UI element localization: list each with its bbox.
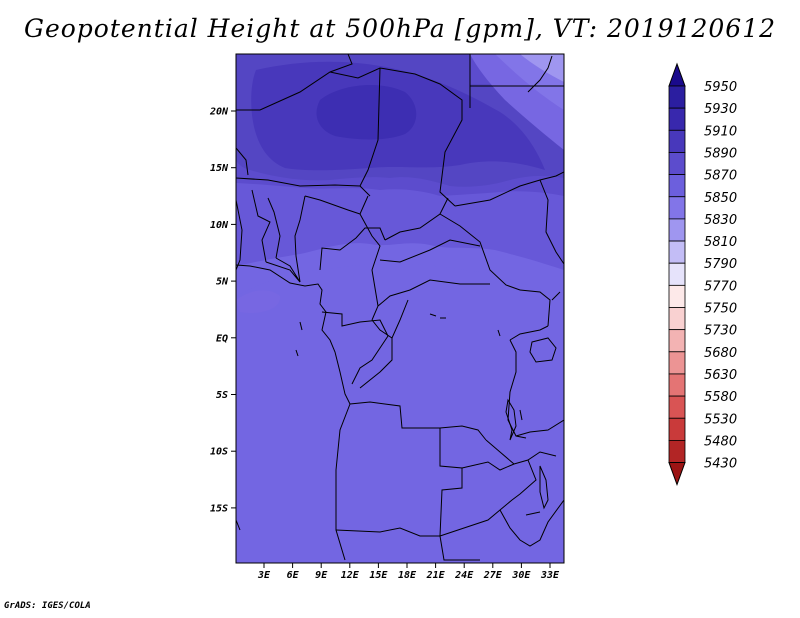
colorbar: 5950 5930 5910 5890 5870 5850 5830 5810 5790 5770… xyxy=(668,62,737,487)
colorbar-swatch xyxy=(668,439,686,463)
contour-fill-ne-5800 xyxy=(520,54,564,82)
lon-tick-label: 18E xyxy=(398,570,417,581)
colorbar-swatch xyxy=(668,196,686,220)
lat-tick-label: 15S xyxy=(210,503,228,514)
colorbar-min-arrow xyxy=(668,462,686,487)
latitude-ticks: 20N 15N 10N 5N EQ 5S 10S 15S xyxy=(209,107,236,514)
colorbar-label: 5890 xyxy=(704,146,737,161)
colorbar-label: 5680 xyxy=(704,346,737,361)
lat-tick-label: 5N xyxy=(216,277,229,288)
colorbar-swatch xyxy=(668,85,686,109)
colorbar-swatch xyxy=(668,329,686,353)
colorbar-label: 5950 xyxy=(704,80,737,95)
colorbar-label: 5910 xyxy=(704,124,737,139)
colorbar-swatch xyxy=(668,174,686,198)
lon-tick-label: 21E xyxy=(426,570,446,581)
colorbar-label: 5530 xyxy=(704,412,737,427)
lat-tick-label: 15N xyxy=(210,163,229,174)
contour-fill-5900 xyxy=(316,85,417,140)
colorbar-label: 5830 xyxy=(704,213,737,228)
colorbar-swatch xyxy=(668,262,686,286)
lat-tick-label: EQ xyxy=(216,333,228,344)
height-field xyxy=(236,54,564,563)
colorbar-max-arrow xyxy=(668,62,686,87)
lat-tick-label: 20N xyxy=(209,107,229,118)
colorbar-swatch xyxy=(668,218,686,242)
colorbar-label: 5850 xyxy=(704,191,737,206)
colorbar-swatch xyxy=(668,351,686,375)
lon-tick-label: 24E xyxy=(454,570,474,581)
lon-tick-label: 30E xyxy=(511,570,531,581)
lon-tick-label: 33E xyxy=(540,570,560,581)
lat-tick-label: 10N xyxy=(210,220,229,231)
colorbar-label: 5870 xyxy=(704,169,737,184)
grads-credit: GrADS: IGES/COLA xyxy=(4,601,91,611)
colorbar-swatch xyxy=(668,284,686,308)
country-borders xyxy=(236,54,564,561)
lon-tick-label: 15E xyxy=(369,570,388,581)
contour-fill-west-5840 xyxy=(236,290,281,314)
colorbar-swatch xyxy=(668,395,686,419)
colorbar-label: 5630 xyxy=(704,368,737,383)
colorbar-label: 5750 xyxy=(704,302,737,317)
chart-title: Geopotential Height at 500hPa [gpm], VT:… xyxy=(23,14,777,43)
lon-tick-label: 6E xyxy=(287,570,300,581)
colorbar-label: 5770 xyxy=(704,279,737,294)
lon-tick-label: 12E xyxy=(341,570,360,581)
colorbar-swatch xyxy=(668,373,686,397)
lat-tick-label: 5S xyxy=(216,390,228,401)
colorbar-swatch xyxy=(668,307,686,331)
lat-tick-label: 10S xyxy=(210,447,228,458)
lon-tick-label: 3E xyxy=(257,570,271,581)
colorbar-label: 5480 xyxy=(704,434,737,449)
colorbar-label: 5580 xyxy=(704,390,737,405)
colorbar-swatch xyxy=(668,417,686,441)
colorbar-swatch xyxy=(668,129,686,153)
longitude-ticks: 3E 6E 9E 12E 15E 18E 21E 24E 27E 30E 33E xyxy=(257,563,560,581)
colorbar-label: 5810 xyxy=(704,235,737,250)
colorbar-label: 5790 xyxy=(704,257,737,272)
colorbar-label: 5730 xyxy=(704,324,737,339)
colorbar-swatch xyxy=(668,240,686,264)
colorbar-swatch xyxy=(668,107,686,131)
colorbar-label: 5930 xyxy=(704,102,737,117)
colorbar-label: 5430 xyxy=(704,457,737,472)
lon-tick-label: 27E xyxy=(483,570,503,581)
lon-tick-label: 9E xyxy=(315,570,328,581)
map-frame xyxy=(235,53,565,564)
colorbar-swatch xyxy=(668,152,686,175)
